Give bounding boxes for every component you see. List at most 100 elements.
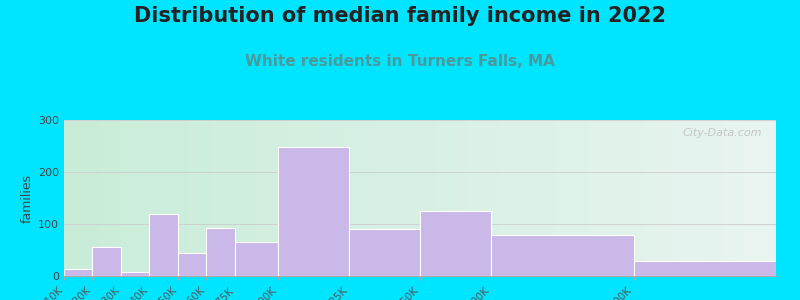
Bar bbox=[641, 120, 644, 276]
Bar bbox=[346, 120, 349, 276]
Bar bbox=[295, 120, 299, 276]
Bar bbox=[481, 120, 484, 276]
Bar bbox=[630, 120, 634, 276]
Bar bbox=[64, 269, 93, 276]
Bar bbox=[235, 242, 278, 276]
Bar bbox=[438, 120, 442, 276]
Bar bbox=[488, 120, 491, 276]
Bar bbox=[299, 120, 302, 276]
Bar bbox=[270, 120, 274, 276]
Bar bbox=[384, 120, 388, 276]
Bar bbox=[523, 120, 526, 276]
Bar bbox=[658, 120, 662, 276]
Bar bbox=[260, 120, 263, 276]
Bar bbox=[594, 120, 598, 276]
Bar bbox=[167, 120, 171, 276]
Bar bbox=[106, 120, 110, 276]
Bar bbox=[128, 120, 132, 276]
Bar bbox=[648, 120, 651, 276]
Bar bbox=[253, 120, 256, 276]
Bar bbox=[673, 120, 676, 276]
Bar bbox=[509, 120, 513, 276]
Bar bbox=[420, 211, 491, 276]
Bar bbox=[406, 120, 410, 276]
Bar bbox=[562, 120, 566, 276]
Bar bbox=[71, 120, 74, 276]
Bar bbox=[577, 120, 580, 276]
Bar bbox=[494, 120, 498, 276]
Bar bbox=[442, 120, 445, 276]
Bar bbox=[285, 120, 288, 276]
Bar bbox=[430, 120, 434, 276]
Bar bbox=[135, 120, 138, 276]
Bar bbox=[249, 120, 253, 276]
Bar bbox=[470, 120, 474, 276]
Text: Distribution of median family income in 2022: Distribution of median family income in … bbox=[134, 6, 666, 26]
Bar bbox=[302, 120, 306, 276]
Bar bbox=[580, 120, 584, 276]
Bar bbox=[462, 120, 466, 276]
Bar bbox=[456, 120, 459, 276]
Bar bbox=[356, 120, 359, 276]
Bar bbox=[602, 120, 605, 276]
Bar bbox=[89, 120, 93, 276]
Bar bbox=[192, 120, 196, 276]
Bar bbox=[306, 120, 310, 276]
Bar bbox=[687, 120, 690, 276]
Bar bbox=[769, 120, 773, 276]
Bar bbox=[374, 120, 378, 276]
Bar bbox=[210, 120, 214, 276]
Bar bbox=[459, 120, 462, 276]
Bar bbox=[516, 120, 520, 276]
Bar bbox=[506, 120, 509, 276]
Bar bbox=[616, 120, 619, 276]
Bar bbox=[520, 120, 523, 276]
Bar bbox=[694, 120, 698, 276]
Bar bbox=[189, 120, 192, 276]
Bar bbox=[206, 120, 210, 276]
Bar bbox=[766, 120, 769, 276]
Bar bbox=[391, 120, 395, 276]
Bar bbox=[150, 120, 153, 276]
Bar bbox=[74, 120, 78, 276]
Bar bbox=[274, 120, 278, 276]
Bar bbox=[754, 120, 758, 276]
Bar bbox=[445, 120, 449, 276]
Bar bbox=[334, 120, 338, 276]
Bar bbox=[598, 120, 602, 276]
Bar bbox=[320, 120, 324, 276]
Bar bbox=[413, 120, 417, 276]
Bar bbox=[744, 120, 747, 276]
Bar bbox=[221, 120, 224, 276]
Bar bbox=[434, 120, 438, 276]
Bar bbox=[86, 120, 89, 276]
Bar bbox=[619, 120, 623, 276]
Bar bbox=[224, 120, 228, 276]
Bar bbox=[235, 120, 238, 276]
Bar bbox=[722, 120, 726, 276]
Bar bbox=[555, 120, 559, 276]
Bar bbox=[178, 253, 206, 276]
Bar bbox=[751, 120, 754, 276]
Bar bbox=[420, 120, 423, 276]
Bar bbox=[217, 120, 221, 276]
Bar bbox=[570, 120, 573, 276]
Bar bbox=[612, 120, 616, 276]
Bar bbox=[491, 236, 634, 276]
Bar bbox=[331, 120, 334, 276]
Bar bbox=[138, 120, 142, 276]
Bar bbox=[734, 120, 737, 276]
Bar bbox=[634, 120, 637, 276]
Bar bbox=[378, 120, 381, 276]
Bar bbox=[103, 120, 106, 276]
Bar bbox=[114, 120, 118, 276]
Bar bbox=[762, 120, 766, 276]
Bar bbox=[545, 120, 548, 276]
Bar bbox=[64, 120, 67, 276]
Bar bbox=[150, 214, 178, 276]
Bar bbox=[263, 120, 267, 276]
Bar bbox=[534, 120, 538, 276]
Bar bbox=[584, 120, 587, 276]
Bar bbox=[388, 120, 391, 276]
Bar bbox=[712, 120, 715, 276]
